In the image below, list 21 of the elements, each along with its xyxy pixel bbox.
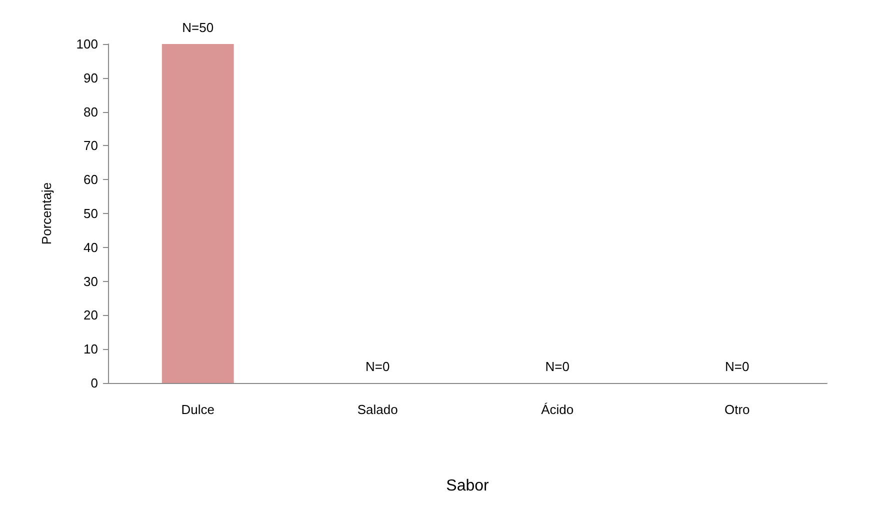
- annotation: N=50: [182, 20, 214, 35]
- y-tick-label: 80: [84, 104, 98, 120]
- x-tick-label: Dulce: [181, 402, 214, 417]
- y-axis-title: Porcentaje: [39, 182, 54, 245]
- x-tick-label: Ácido: [541, 402, 574, 417]
- y-tick-label: 10: [84, 342, 98, 357]
- y-tick-label: 30: [84, 274, 98, 289]
- y-tick-label: 20: [84, 308, 98, 323]
- annotation: N=0: [366, 359, 390, 374]
- y-tick-label: 40: [84, 240, 98, 255]
- y-tick-label: 50: [84, 206, 98, 221]
- y-tick-label: 70: [84, 138, 98, 154]
- y-tick-label: 90: [84, 70, 98, 86]
- annotation: N=0: [725, 359, 750, 374]
- y-tick-label: 60: [84, 172, 98, 188]
- x-tick-label: Otro: [724, 402, 750, 417]
- y-tick-label: 0: [90, 376, 98, 390]
- y-tick-label: 100: [76, 36, 98, 52]
- annotation: N=0: [545, 359, 570, 374]
- x-axis-title: Sabor: [446, 478, 490, 494]
- x-tick-label: Salado: [357, 402, 398, 417]
